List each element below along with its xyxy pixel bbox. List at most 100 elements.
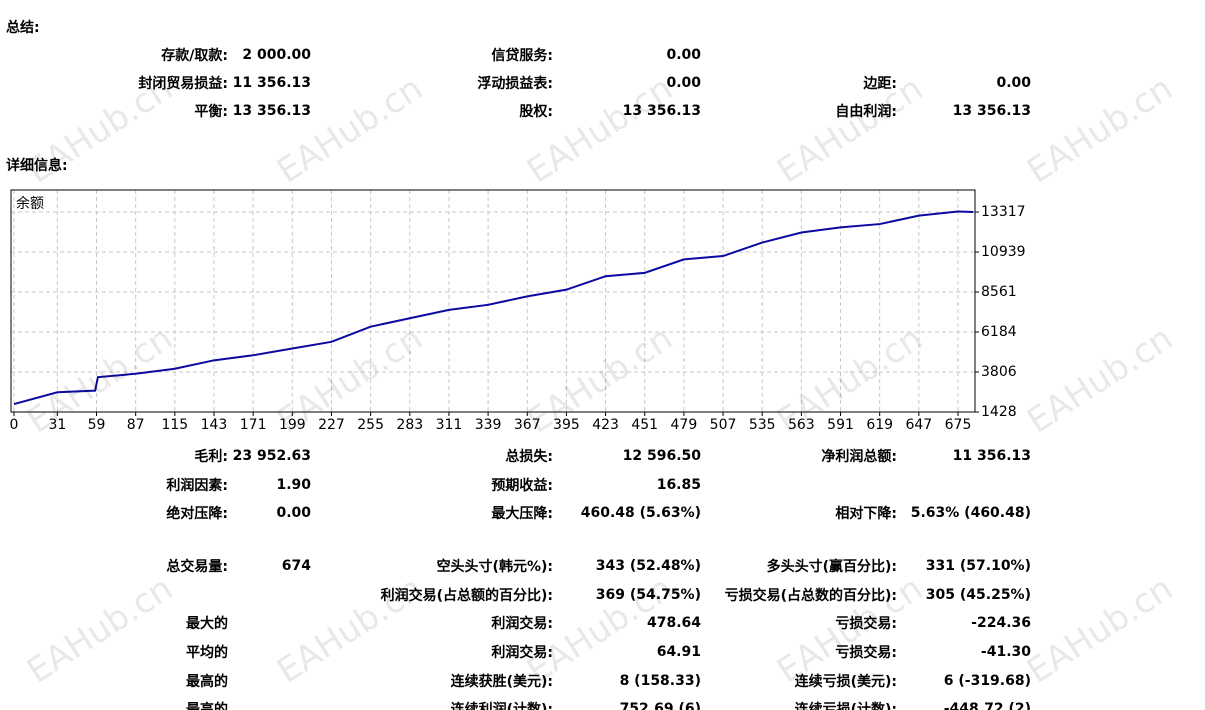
watermark: EAHub.cn (20, 568, 180, 692)
x-tick-label: 395 (553, 417, 580, 433)
field-label: 最大的 (186, 616, 228, 632)
field-label: 存款/取款: (161, 48, 228, 64)
y-tick-label: 13317 (981, 204, 1026, 220)
field-value: 13 356.13 (232, 103, 311, 119)
x-tick-label: 563 (788, 417, 815, 433)
x-tick-label: 367 (514, 417, 541, 433)
x-tick-label: 59 (88, 417, 106, 433)
plot-area (11, 190, 975, 412)
section-title: 详细信息: (6, 158, 68, 174)
y-tick-label: 1428 (981, 404, 1017, 420)
x-tick-label: 507 (710, 417, 737, 433)
balance-chart: 1428 3806 6184 8561 10939 13317 0 31 59 87 115 143 1… (10, 189, 1026, 433)
field-label: 绝对压降: (166, 506, 228, 522)
field-label: 边距: (863, 76, 897, 92)
field-label: 亏损交易: (835, 616, 897, 632)
field-label: 平均的 (186, 645, 228, 661)
field-value: -41.30 (980, 644, 1031, 660)
field-label: 相对下降: (835, 506, 897, 522)
x-tick-label: 115 (161, 417, 188, 433)
legend-label: 余额 (16, 195, 44, 212)
watermark: EAHub.cn (1020, 68, 1180, 192)
field-value: 305 (45.25%) (925, 587, 1031, 603)
field-value: 478.64 (646, 615, 701, 631)
field-value: 13 356.13 (622, 103, 701, 119)
field-label: 利润因素: (166, 478, 228, 494)
field-value: 0.00 (666, 75, 701, 91)
field-value: 0.00 (276, 505, 311, 521)
field-label: 预期收益: (491, 478, 553, 494)
field-label: 最大压降: (491, 506, 553, 522)
field-value: 331 (57.10%) (925, 558, 1031, 574)
field-label: 毛利: (194, 449, 228, 465)
field-value: -448.72 (2) (943, 701, 1031, 710)
field-label: 多头头寸(赢百分比): (766, 559, 897, 575)
field-value: 11 356.13 (952, 448, 1031, 464)
x-tick-label: 283 (396, 417, 423, 433)
x-tick-label: 647 (905, 417, 932, 433)
x-tick-label: 423 (592, 417, 619, 433)
field-value: 1.90 (276, 477, 311, 493)
y-tick-label: 3806 (981, 364, 1017, 380)
field-value: 5.63% (460.48) (910, 505, 1031, 521)
field-label: 连续获胜(美元): (450, 674, 553, 690)
x-tick-label: 0 (10, 417, 19, 433)
x-tick-label: 339 (475, 417, 502, 433)
balance-line (13, 210, 974, 406)
x-tick-label: 87 (127, 417, 145, 433)
plot-frame (10, 189, 976, 413)
x-tick-label: 227 (318, 417, 345, 433)
field-value: 16.85 (656, 477, 701, 493)
field-label: 最高的 (186, 674, 228, 690)
x-tick-label: 199 (279, 417, 306, 433)
field-value: -224.36 (971, 615, 1031, 631)
field-label: 总损失: (505, 449, 553, 465)
field-label: 封闭贸易损益: (138, 76, 228, 92)
watermark: EAHub.cn (770, 68, 930, 192)
field-label: 总交易量: (166, 559, 228, 575)
field-label: 平衡: (194, 104, 228, 120)
field-value: 64.91 (656, 644, 701, 660)
field-label: 利润交易: (491, 645, 553, 661)
field-value: 0.00 (996, 75, 1031, 91)
y-tick-label: 10939 (981, 244, 1026, 260)
field-label: 连续利润(计数): (450, 702, 553, 710)
field-value: 674 (281, 558, 311, 574)
field-value: 11 356.13 (232, 75, 311, 91)
y-tick-label: 8561 (981, 284, 1017, 300)
x-tick-label: 31 (48, 417, 66, 433)
field-label: 亏损交易(占总数的百分比): (724, 588, 897, 604)
x-tick-label: 675 (945, 417, 972, 433)
watermark: EAHub.cn (1020, 568, 1180, 692)
field-label: 自由利润: (835, 104, 897, 120)
field-label: 连续亏损(美元): (794, 674, 897, 690)
field-label: 亏损交易: (835, 645, 897, 661)
x-tick-label: 451 (631, 417, 658, 433)
y-tick-label: 6184 (981, 324, 1017, 340)
field-value: 2 000.00 (242, 47, 311, 63)
field-value: 369 (54.75%) (595, 587, 701, 603)
field-value: 6 (-319.68) (943, 673, 1031, 689)
section-title: 总结: (6, 20, 40, 36)
field-value: 752.69 (6) (619, 701, 701, 710)
field-label: 利润交易(占总额的百分比): (380, 588, 553, 604)
field-label: 浮动损益表: (477, 76, 553, 92)
field-label: 连续亏损(计数): (794, 702, 897, 710)
x-tick-label: 311 (436, 417, 463, 433)
x-tick-label: 591 (827, 417, 854, 433)
x-tick-label: 619 (866, 417, 893, 433)
x-tick-label: 255 (357, 417, 384, 433)
x-tick-label: 143 (201, 417, 228, 433)
field-label: 信贷服务: (491, 48, 553, 64)
field-value: 0.00 (666, 47, 701, 63)
x-tick-label: 171 (240, 417, 267, 433)
field-value: 13 356.13 (952, 103, 1031, 119)
field-value: 460.48 (5.63%) (580, 505, 701, 521)
x-tick-label: 535 (749, 417, 776, 433)
x-tick-label: 479 (671, 417, 698, 433)
field-value: 8 (158.33) (619, 673, 701, 689)
field-label: 最高的 (186, 702, 228, 710)
field-value: 23 952.63 (232, 448, 311, 464)
field-value: 343 (52.48%) (595, 558, 701, 574)
